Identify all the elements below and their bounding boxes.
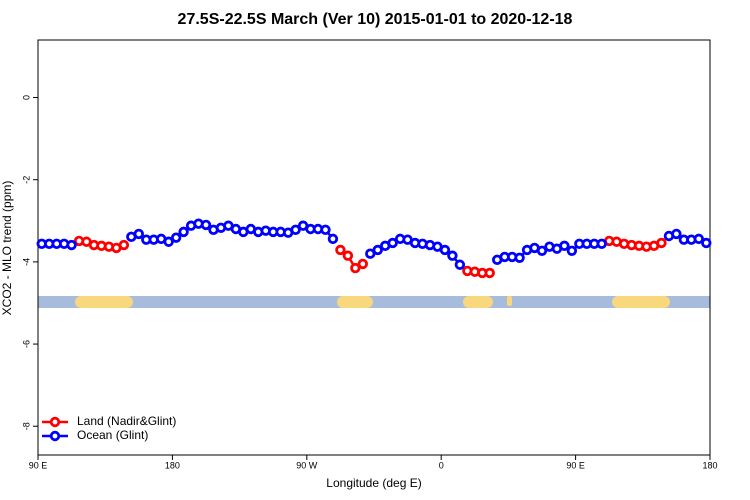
y-axis-label: XCO2 - MLO trend (ppm) bbox=[0, 181, 14, 316]
legend-marker bbox=[49, 416, 61, 428]
x-tick-label: 180 bbox=[702, 460, 717, 470]
legend-label: Ocean (Glint) bbox=[77, 428, 148, 442]
chart-title: 27.5S-22.5S March (Ver 10) 2015-01-01 to… bbox=[178, 11, 573, 28]
x-tick-label: 90 W bbox=[296, 460, 318, 470]
data-point bbox=[536, 245, 548, 256]
data-point bbox=[178, 226, 189, 238]
data-point bbox=[514, 252, 525, 263]
data-point bbox=[350, 262, 361, 274]
data-point bbox=[290, 224, 301, 236]
land-strip bbox=[612, 296, 670, 308]
data-point bbox=[342, 250, 354, 261]
data-point bbox=[327, 233, 339, 245]
x-axis-label: Longitude (deg E) bbox=[326, 476, 421, 490]
land-strip bbox=[337, 296, 373, 308]
data-point bbox=[566, 245, 578, 256]
y-tick-label: -4 bbox=[21, 258, 31, 266]
plot-frame bbox=[37, 39, 711, 456]
data-point bbox=[693, 233, 704, 245]
ocean-strip bbox=[38, 296, 710, 308]
data-point bbox=[559, 240, 570, 252]
x-tick-label: 0 bbox=[439, 460, 444, 470]
data-point bbox=[447, 250, 458, 261]
data-point bbox=[701, 237, 712, 249]
x-tick-label: 180 bbox=[165, 460, 180, 470]
data-point bbox=[484, 267, 495, 279]
data-point bbox=[671, 228, 682, 240]
land-strip bbox=[507, 296, 512, 306]
data-point bbox=[387, 237, 398, 249]
y-tick-label: -6 bbox=[21, 340, 31, 348]
data-point bbox=[372, 244, 383, 256]
y-tick-label: -8 bbox=[21, 422, 31, 430]
data-point bbox=[454, 259, 466, 270]
land-strip bbox=[463, 296, 493, 308]
data-point bbox=[357, 258, 368, 270]
data-point bbox=[118, 239, 130, 251]
x-tick-label: 90 E bbox=[29, 460, 48, 470]
data-point bbox=[133, 228, 144, 240]
data-point bbox=[200, 219, 212, 231]
data-point bbox=[170, 232, 182, 243]
data-point bbox=[656, 237, 667, 249]
x-tick-label: 90 E bbox=[566, 460, 585, 470]
surface-strip bbox=[38, 296, 710, 308]
land-strip bbox=[75, 296, 133, 308]
y-tick-label: -2 bbox=[21, 176, 31, 184]
data-point bbox=[320, 224, 331, 236]
legend-label: Land (Nadir&Glint) bbox=[77, 414, 176, 428]
data-point bbox=[439, 244, 451, 256]
legend-marker bbox=[49, 430, 61, 442]
data-point bbox=[66, 239, 77, 251]
y-tick-label: 0 bbox=[21, 95, 31, 100]
data-point bbox=[335, 244, 346, 256]
data-point bbox=[365, 248, 376, 259]
data-point bbox=[596, 238, 607, 250]
data-point bbox=[163, 236, 174, 247]
